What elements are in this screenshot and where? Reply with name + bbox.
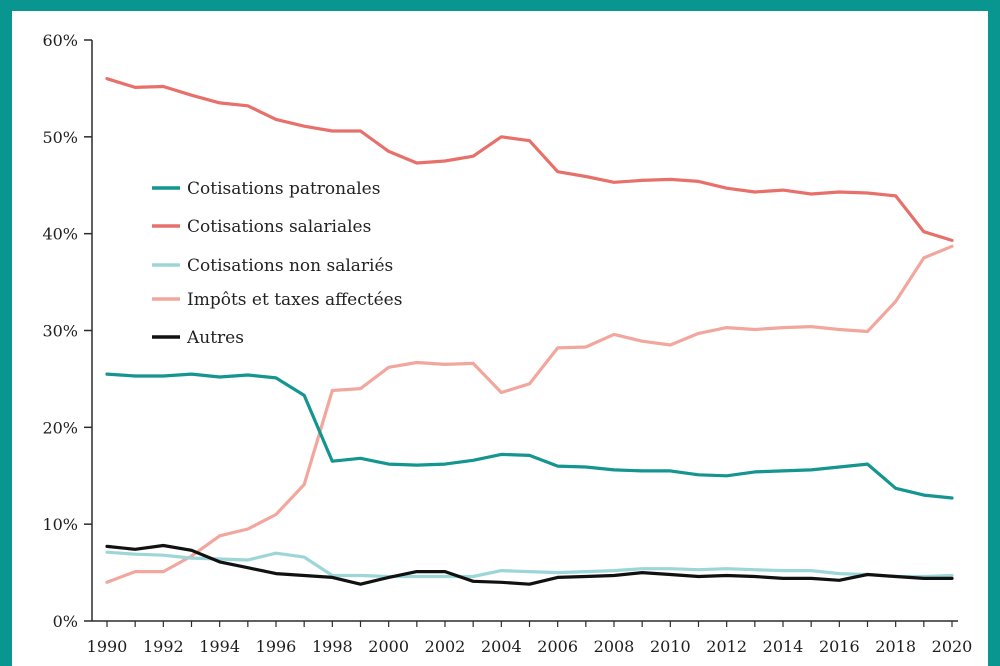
y-tick-label: 20% [42, 418, 78, 437]
series-line-4 [105, 543, 954, 586]
legend-label-2: Cotisations non salariés [187, 256, 393, 276]
x-tick-label: 2012 [706, 637, 747, 656]
x-tick-label: 1994 [199, 637, 240, 656]
series-line-1 [105, 77, 954, 242]
series-line-2 [105, 550, 954, 579]
x-tick-label: 2002 [425, 637, 466, 656]
y-ticks: 0% 10% 20% 30% 40% 50% 60% [42, 31, 92, 631]
x-tick-label: 2020 [932, 637, 973, 656]
x-tick-label: 2014 [763, 637, 804, 656]
x-tick-label: 1996 [256, 637, 297, 656]
x-ticks: 1990 1992 1994 1996 1998 2000 2002 2004 2006 2008… [87, 621, 973, 656]
y-tick-label: 60% [42, 31, 78, 50]
x-tick-label: 2018 [875, 637, 916, 656]
legend-label-3: Impôts et taxes affectées [187, 290, 402, 310]
x-tick-label: 2004 [481, 637, 522, 656]
legend-label-0: Cotisations patronales [187, 179, 380, 199]
x-tick-label: 2010 [650, 637, 691, 656]
series-line-3 [105, 244, 954, 584]
legend-label-4: Autres [186, 328, 244, 348]
series-lines [105, 77, 954, 586]
series-line-0 [105, 372, 954, 500]
x-tick-label: 1990 [87, 637, 128, 656]
x-tick-label: 1992 [143, 637, 184, 656]
y-tick-label: 50% [42, 128, 78, 147]
x-tick-label: 2006 [537, 637, 578, 656]
legend-label-1: Cotisations salariales [187, 217, 371, 237]
x-tick-label: 1998 [312, 637, 353, 656]
y-tick-label: 40% [42, 225, 78, 244]
x-tick-label: 2008 [594, 637, 635, 656]
x-tick-label: 2000 [368, 637, 409, 656]
y-tick-label: 30% [42, 322, 78, 341]
y-axis: 0% 10% 20% 30% 40% 50% 60% [42, 31, 93, 631]
legend: Cotisations patronales Cotisations salari… [152, 179, 402, 348]
x-axis: 1990 1992 1994 1996 1998 2000 2002 2004 2006 2008… [87, 620, 973, 656]
y-tick-label: 10% [42, 515, 78, 534]
y-tick-label: 0% [53, 612, 78, 631]
x-tick-label: 2016 [819, 637, 860, 656]
